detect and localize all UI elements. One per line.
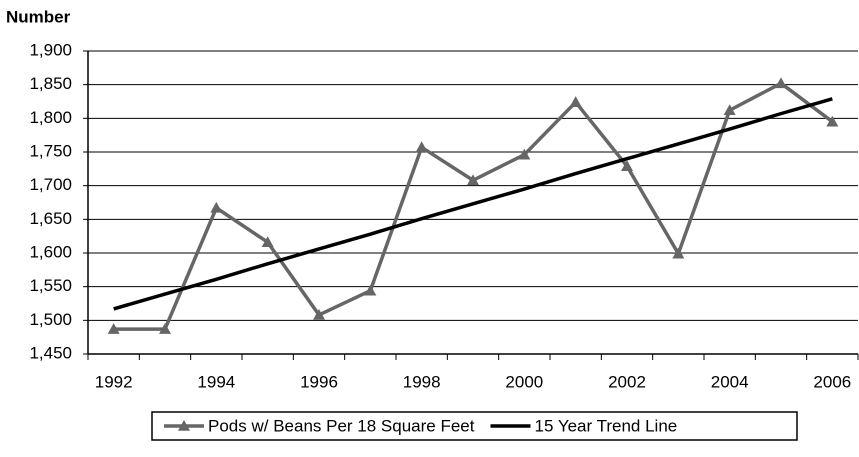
y-tick-label: 1,700 [29, 175, 72, 194]
legend-label: Pods w/ Beans Per 18 Square Feet [208, 416, 475, 435]
point-marker [467, 174, 479, 186]
series-line [113, 81, 834, 331]
x-tick-label: 2000 [505, 372, 543, 391]
y-tick-label: 1,550 [29, 276, 72, 295]
point-marker [210, 201, 223, 213]
y-tick-label: 1,600 [29, 242, 72, 261]
x-tick-label: 1992 [95, 372, 133, 391]
point-marker [518, 148, 531, 160]
y-tick-label: 1,800 [29, 108, 72, 127]
x-tick-label: 2002 [608, 372, 646, 391]
point-marker [313, 308, 325, 320]
point-marker [569, 96, 582, 107]
point-marker [672, 247, 685, 259]
y-tick-label: 1,500 [29, 310, 72, 329]
y-tick-label: 1,900 [29, 40, 72, 59]
series-line [113, 97, 833, 311]
point-marker [621, 160, 633, 171]
x-tick-label: 2006 [813, 372, 851, 391]
legend-marker [178, 420, 190, 431]
point-marker [364, 284, 377, 296]
y-tick-label: 1,450 [29, 343, 72, 362]
legend-box [151, 411, 798, 441]
y-axis-label: Number [6, 7, 71, 26]
point-marker [775, 77, 787, 89]
x-tick-label: 1994 [197, 372, 235, 391]
point-marker [723, 104, 736, 116]
y-tick-label: 1,850 [29, 74, 72, 93]
legend-label: 15 Year Trend Line [535, 416, 678, 435]
y-tick-label: 1,750 [29, 141, 72, 160]
point-marker [261, 236, 274, 248]
point-marker [159, 323, 171, 334]
y-tick-label: 1,650 [29, 209, 72, 228]
x-tick-label: 1998 [403, 372, 441, 391]
point-marker [826, 115, 839, 127]
point-marker [107, 323, 120, 334]
x-tick-label: 1996 [300, 372, 338, 391]
point-marker [415, 141, 428, 153]
x-tick-label: 2004 [711, 372, 749, 391]
